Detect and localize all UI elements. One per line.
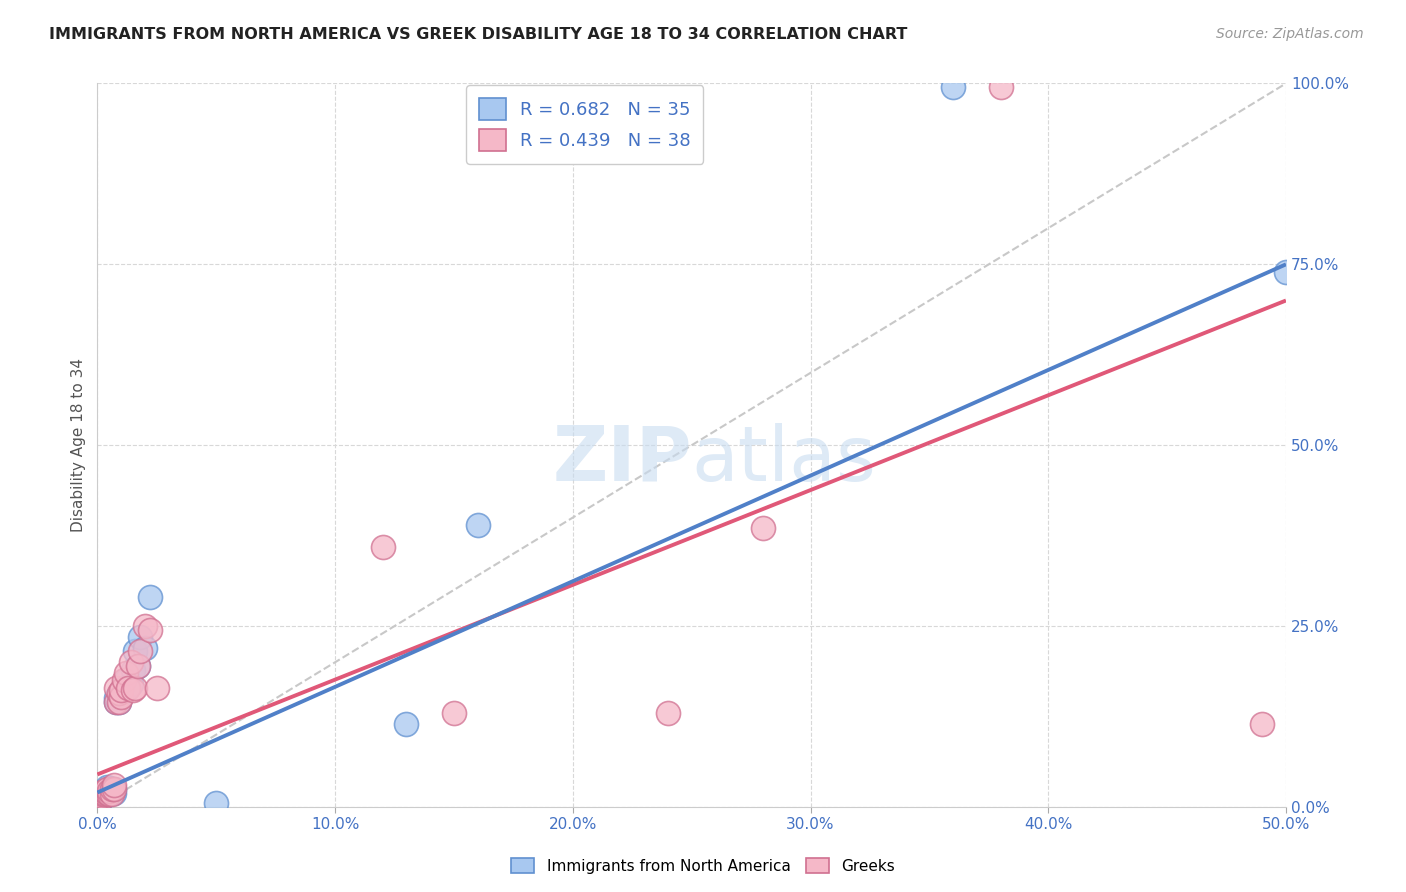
Point [110,682,132,697]
Point [122,663,145,677]
Point [91,787,114,801]
Point [91,789,114,804]
Point [371,540,394,554]
Point [110,688,132,702]
Point [96,781,118,796]
Point [103,781,125,796]
Point [107,695,129,709]
Point [91,789,114,804]
Point [107,695,129,709]
Point [752,521,775,535]
Point [89,793,111,807]
Point [115,673,138,688]
Point [93,784,115,798]
Text: Source: ZipAtlas.com: Source: ZipAtlas.com [1216,27,1364,41]
Point [115,666,138,681]
Point [134,619,156,633]
Point [990,80,1012,95]
Point [107,688,129,702]
Point [100,781,122,796]
Point [129,644,152,658]
Point [124,644,146,658]
Text: IMMIGRANTS FROM NORTH AMERICA VS GREEK DISABILITY AGE 18 TO 34 CORRELATION CHART: IMMIGRANTS FROM NORTH AMERICA VS GREEK D… [49,27,908,42]
Point [98,781,121,796]
Point [138,590,160,604]
Point [443,706,465,720]
Text: atlas: atlas [692,423,876,497]
Point [112,673,135,688]
Point [93,785,115,799]
Point [120,655,142,669]
Point [96,781,118,796]
Point [129,630,152,644]
Point [124,681,146,695]
Point [110,690,132,704]
Text: ZIP: ZIP [553,423,692,497]
Point [100,787,122,801]
Point [138,623,160,637]
Point [942,80,965,95]
Point [105,695,128,709]
Point [112,681,135,695]
Point [657,706,679,720]
Point [93,787,115,801]
Y-axis label: Disability Age 18 to 34: Disability Age 18 to 34 [72,359,86,533]
Point [93,787,115,801]
Point [98,787,121,801]
Point [98,787,121,801]
Point [105,691,128,706]
Point [127,659,149,673]
Point [467,517,489,532]
Point [127,659,149,673]
Point [103,781,125,796]
Point [103,778,125,792]
Point [96,780,118,794]
Point [89,789,111,804]
Point [105,681,128,695]
Point [395,716,418,731]
Point [103,785,125,799]
Point [96,785,118,799]
Legend: R = 0.682   N = 35, R = 0.439   N = 38: R = 0.682 N = 35, R = 0.439 N = 38 [465,86,703,163]
Point [91,791,114,805]
Point [100,781,122,796]
Point [1275,264,1298,278]
Point [107,686,129,700]
Point [100,785,122,799]
Point [117,681,139,695]
Legend: Immigrants from North America, Greeks: Immigrants from North America, Greeks [505,852,901,880]
Point [93,785,115,799]
Point [110,684,132,698]
Point [89,793,111,807]
Point [134,640,156,655]
Point [98,784,121,798]
Point [105,695,128,709]
Point [205,797,228,811]
Point [93,784,115,798]
Point [120,677,142,691]
Point [146,681,169,695]
Point [117,681,139,695]
Point [1251,716,1274,731]
Point [122,682,145,697]
